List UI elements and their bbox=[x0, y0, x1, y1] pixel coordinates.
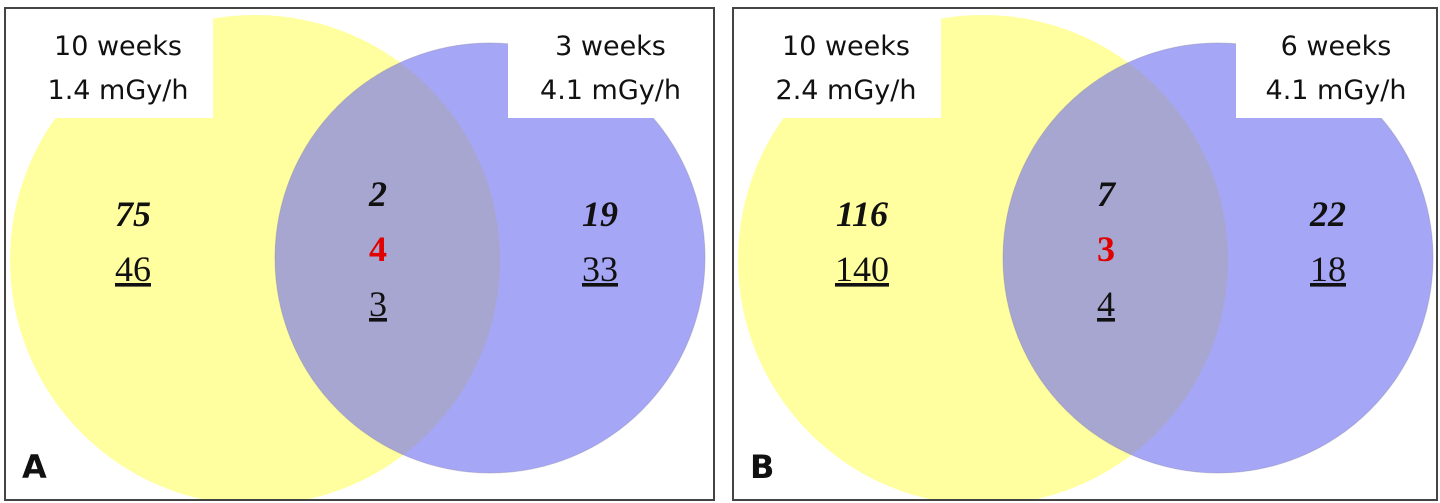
right-set-circle bbox=[274, 42, 706, 474]
right-set-label: 6 weeks bbox=[1281, 31, 1392, 62]
right-italic-count: 22 bbox=[1309, 194, 1346, 234]
right-italic-count: 19 bbox=[582, 194, 618, 234]
overlap-italic-count: 2 bbox=[368, 174, 387, 214]
right-underlined-count: 33 bbox=[582, 249, 618, 289]
overlap-red-count: 4 bbox=[369, 229, 387, 269]
left-set-label: 1.4 mGy/h bbox=[48, 75, 189, 106]
left-underlined-count: 46 bbox=[115, 249, 151, 289]
venn-panel bbox=[10, 10, 712, 499]
panel-letter: B bbox=[750, 448, 774, 486]
right-label-box bbox=[1236, 10, 1435, 118]
panel-border bbox=[732, 7, 1438, 501]
right-set-label: 3 weeks bbox=[555, 31, 666, 62]
venn-panel bbox=[738, 10, 1435, 499]
left-label-box bbox=[10, 10, 213, 118]
right-set-circle bbox=[1002, 42, 1434, 474]
left-underlined-count: 140 bbox=[835, 249, 889, 289]
panel-border bbox=[4, 7, 715, 501]
left-label-box bbox=[738, 10, 941, 118]
right-set-label: 4.1 mGy/h bbox=[1266, 75, 1407, 106]
right-underlined-count: 18 bbox=[1310, 249, 1346, 289]
overlap-italic-count: 7 bbox=[1097, 174, 1117, 214]
overlap-underlined-count: 4 bbox=[1097, 284, 1115, 324]
left-italic-count: 75 bbox=[115, 194, 151, 234]
right-label-box bbox=[508, 10, 712, 118]
right-set-label: 4.1 mGy/h bbox=[540, 75, 681, 106]
left-set-label: 2.4 mGy/h bbox=[776, 75, 917, 106]
left-set-label: 10 weeks bbox=[782, 31, 910, 62]
panel-letter: A bbox=[22, 448, 47, 486]
left-italic-count: 116 bbox=[836, 194, 888, 234]
overlap-red-count: 3 bbox=[1097, 229, 1115, 269]
overlap-underlined-count: 3 bbox=[369, 284, 387, 324]
left-set-label: 10 weeks bbox=[54, 31, 182, 62]
